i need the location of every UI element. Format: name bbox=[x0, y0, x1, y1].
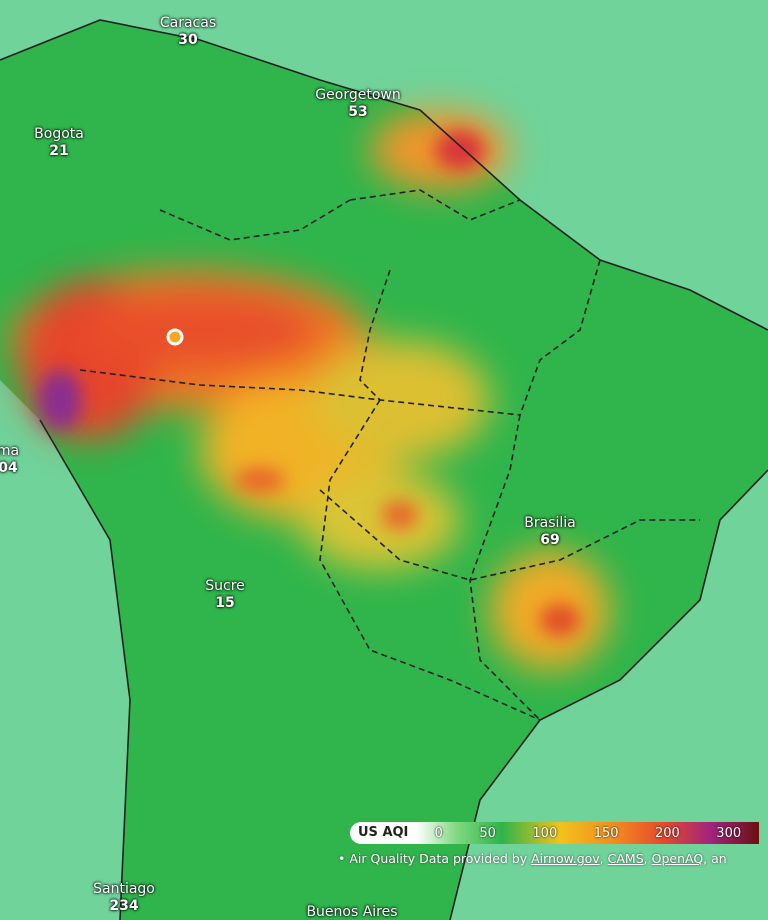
city-label[interactable]: Brasilia 69 bbox=[524, 515, 575, 549]
city-label[interactable]: Sucre 15 bbox=[205, 578, 245, 612]
city-name: Bogota bbox=[34, 126, 84, 142]
legend-bar: 0 50 100 150 200 300 bbox=[416, 822, 760, 844]
legend-tick: 200 bbox=[655, 825, 680, 841]
city-name: Georgetown bbox=[315, 87, 401, 103]
separator: , bbox=[703, 851, 708, 866]
city-aqi: 15 bbox=[215, 595, 235, 611]
separator: , bbox=[599, 851, 604, 866]
city-label[interactable]: Santiago 234 bbox=[93, 881, 155, 915]
city-name: Buenos Aires bbox=[306, 904, 398, 920]
legend-tick: 50 bbox=[479, 825, 496, 841]
city-name: ma bbox=[0, 443, 20, 459]
attribution-link[interactable]: OpenAQ bbox=[651, 851, 704, 866]
legend-tick: 100 bbox=[532, 825, 558, 841]
city-label[interactable]: Georgetown 53 bbox=[315, 87, 400, 121]
separator: , bbox=[643, 851, 648, 866]
city-aqi: 234 bbox=[109, 898, 139, 914]
legend: US AQI 0 50 100 150 200 300 bbox=[350, 822, 760, 844]
legend-tick: 150 bbox=[593, 825, 619, 841]
legend-tick: 300 bbox=[716, 825, 742, 841]
city-aqi: 53 bbox=[348, 104, 368, 120]
attribution-link[interactable]: Airnow.gov bbox=[531, 851, 600, 866]
city-name: Sucre bbox=[205, 578, 245, 594]
city-aqi: 04 bbox=[0, 460, 18, 476]
city-name: Caracas bbox=[159, 15, 217, 31]
legend-tick: 0 bbox=[434, 825, 443, 841]
attribution: • Air Quality Data provided by Airnow.go… bbox=[338, 851, 727, 866]
city-label[interactable]: Buenos Aires bbox=[306, 904, 397, 920]
city-label[interactable]: Bogota 21 bbox=[34, 126, 84, 160]
attribution-link[interactable]: CAMS bbox=[607, 851, 644, 866]
legend-title: US AQI bbox=[350, 822, 417, 844]
attribution-text: an bbox=[711, 851, 727, 866]
city-label[interactable]: ma 04 bbox=[0, 443, 19, 477]
city-aqi: 21 bbox=[49, 143, 69, 159]
city-name: Santiago bbox=[93, 881, 155, 897]
city-aqi: 30 bbox=[178, 32, 198, 48]
city-label[interactable]: Caracas 30 bbox=[160, 15, 216, 49]
attribution-text: Air Quality Data provided by bbox=[349, 851, 528, 866]
city-aqi: 69 bbox=[540, 532, 560, 548]
city-name: Brasilia bbox=[524, 515, 576, 531]
